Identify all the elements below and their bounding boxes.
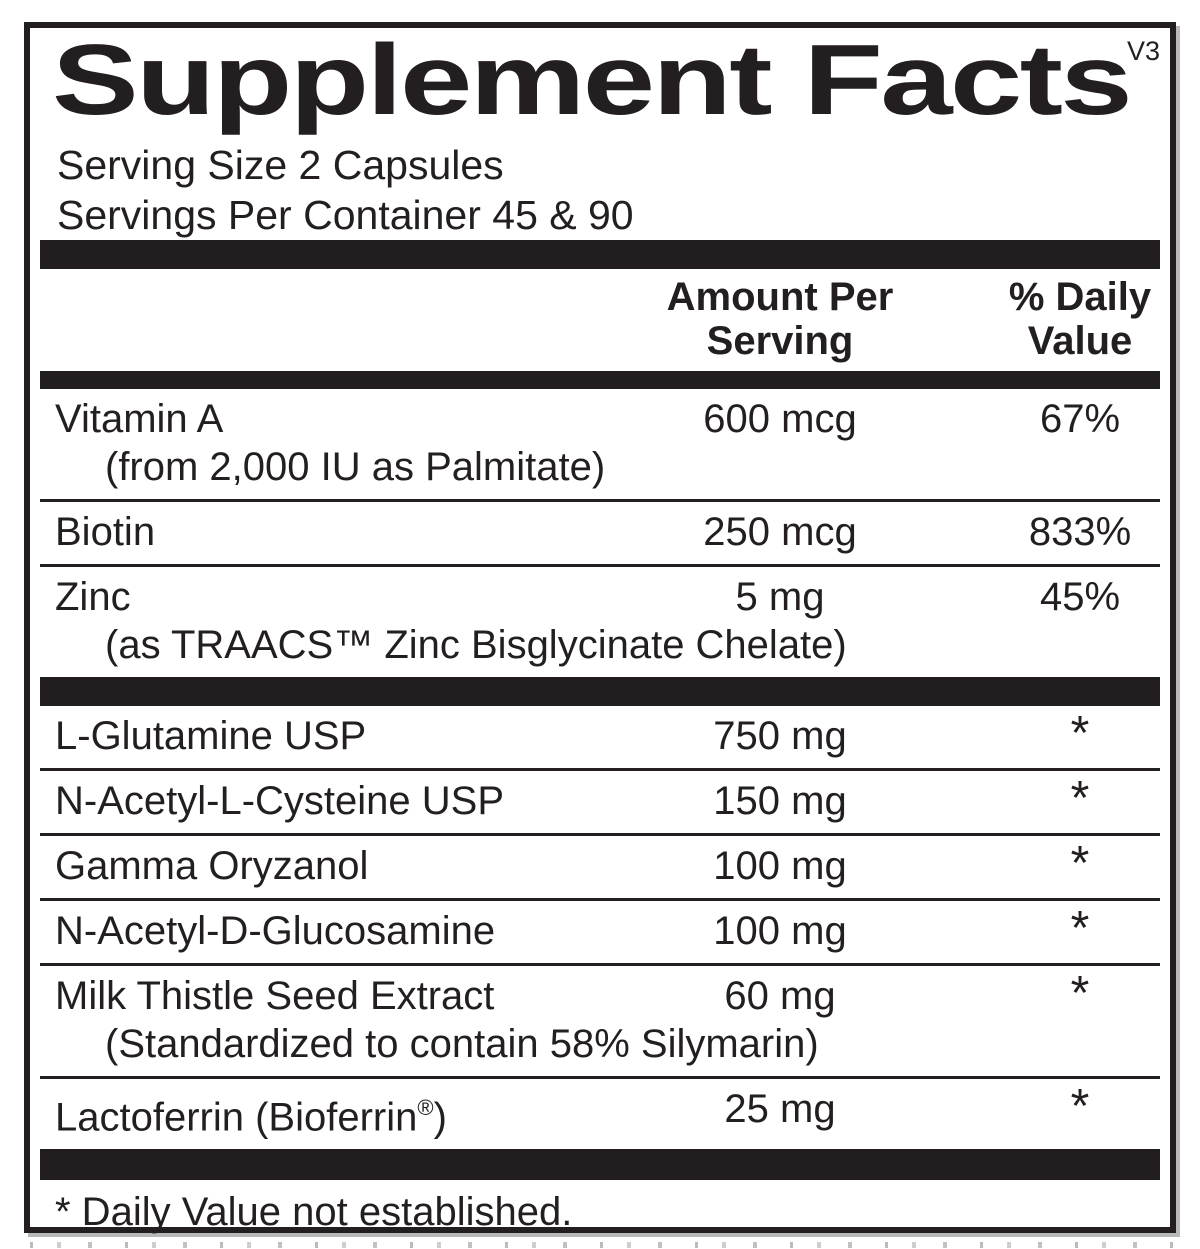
ingredient-name: L-Glutamine USP xyxy=(55,714,367,758)
clipped-text-remnant xyxy=(30,1242,1195,1248)
header-bottom-bar xyxy=(40,371,1160,389)
ingredient-name: N-Acetyl-L-Cysteine USP xyxy=(55,779,505,823)
amount-value: 25 mg xyxy=(724,1087,836,1131)
table-row: Vitamin A 600 mcg 67% (from 2,000 IU as … xyxy=(40,389,1160,499)
daily-value: * xyxy=(1070,772,1090,825)
ingredient-name: Vitamin A xyxy=(55,397,224,441)
ingredient-section: Vitamin A 600 mcg 67% (from 2,000 IU as … xyxy=(40,389,1160,677)
supplement-facts-panel: Supplement Facts V3 Serving Size 2 Capsu… xyxy=(24,22,1176,1235)
header-top-bar xyxy=(40,240,1160,269)
cell-gap xyxy=(930,1085,1000,1141)
table-row: Zinc 5 mg 45% (as TRAACS™ Zinc Bisglycin… xyxy=(40,564,1160,677)
amount-value: 150 mg xyxy=(713,779,847,823)
servings-per-container-line: Servings Per Container 45 & 90 xyxy=(57,192,634,238)
panel-title: Supplement Facts xyxy=(52,24,1133,136)
serving-info: Serving Size 2 Capsules Servings Per Con… xyxy=(30,140,1170,240)
table-row: Milk Thistle Seed Extract 60 mg * (Stand… xyxy=(40,963,1160,1076)
ingredient-name: Zinc xyxy=(55,575,131,619)
daily-value: 67% xyxy=(1039,397,1121,441)
cell-gap xyxy=(930,972,1000,1020)
ingredient-table: Vitamin A 600 mcg 67% (from 2,000 IU as … xyxy=(30,389,1170,1149)
ingredient-name: Gamma Oryzanol xyxy=(55,844,369,888)
panel-title-row: Supplement Facts V3 xyxy=(30,28,1170,140)
version-tag: V3 xyxy=(1126,36,1160,66)
table-row: Gamma Oryzanol 100 mg * xyxy=(40,833,1160,898)
daily-value: * xyxy=(1070,967,1090,1020)
amount-value: 60 mg xyxy=(724,974,836,1018)
table-row: L-Glutamine USP 750 mg * xyxy=(40,706,1160,768)
cell-gap xyxy=(930,712,1000,760)
amount-value: 750 mg xyxy=(713,714,847,758)
ingredient-section: L-Glutamine USP 750 mg * N-Acetyl-L-Cyst… xyxy=(40,706,1160,1149)
cell-gap xyxy=(930,907,1000,955)
ingredient-name: N-Acetyl-D-Glucosamine xyxy=(55,909,496,953)
footnote-bar xyxy=(40,1149,1160,1181)
table-row: Biotin 250 mcg 833% xyxy=(40,499,1160,564)
daily-value: * xyxy=(1070,1080,1090,1133)
daily-value-column-header: % Daily Value xyxy=(1008,275,1152,363)
cell-gap xyxy=(930,842,1000,890)
column-header-row: Amount Per Serving % Daily Value xyxy=(40,269,1160,371)
ingredient-detail: (from 2,000 IU as Palmitate) xyxy=(105,445,606,489)
daily-value: 833% xyxy=(1028,510,1132,554)
daily-value: * xyxy=(1070,837,1090,890)
column-header-spacer xyxy=(40,275,630,363)
amount-value: 5 mg xyxy=(735,575,825,619)
cell-gap xyxy=(930,508,1000,556)
cell-gap xyxy=(930,395,1000,443)
amount-value: 100 mg xyxy=(713,909,847,953)
amount-column-header: Amount Per Serving xyxy=(666,275,894,363)
cell-gap xyxy=(930,573,1000,621)
ingredient-name: Milk Thistle Seed Extract xyxy=(55,974,495,1018)
daily-value-footnote: * Daily Value not established. xyxy=(55,1190,573,1235)
section-divider-bar xyxy=(40,677,1160,706)
amount-value: 250 mcg xyxy=(703,510,857,554)
ingredient-detail: (as TRAACS™ Zinc Bisglycinate Chelate) xyxy=(105,623,847,667)
ingredient-detail: (Standardized to contain 58% Silymarin) xyxy=(105,1022,819,1066)
table-row: Lactoferrin (Bioferrin®) 25 mg * xyxy=(40,1076,1160,1149)
serving-size-line: Serving Size 2 Capsules xyxy=(57,142,504,188)
table-row: N-Acetyl-D-Glucosamine 100 mg * xyxy=(40,898,1160,963)
amount-value: 600 mcg xyxy=(703,397,857,441)
table-row: N-Acetyl-L-Cysteine USP 150 mg * xyxy=(40,768,1160,833)
ingredient-name: Lactoferrin (Bioferrin®) xyxy=(55,1094,447,1140)
daily-value: 45% xyxy=(1039,575,1121,619)
daily-value: * xyxy=(1070,707,1090,760)
daily-value: * xyxy=(1070,902,1090,955)
column-header-gap xyxy=(930,275,1000,363)
cell-gap xyxy=(930,777,1000,825)
amount-value: 100 mg xyxy=(713,844,847,888)
ingredient-name: Biotin xyxy=(55,510,156,554)
